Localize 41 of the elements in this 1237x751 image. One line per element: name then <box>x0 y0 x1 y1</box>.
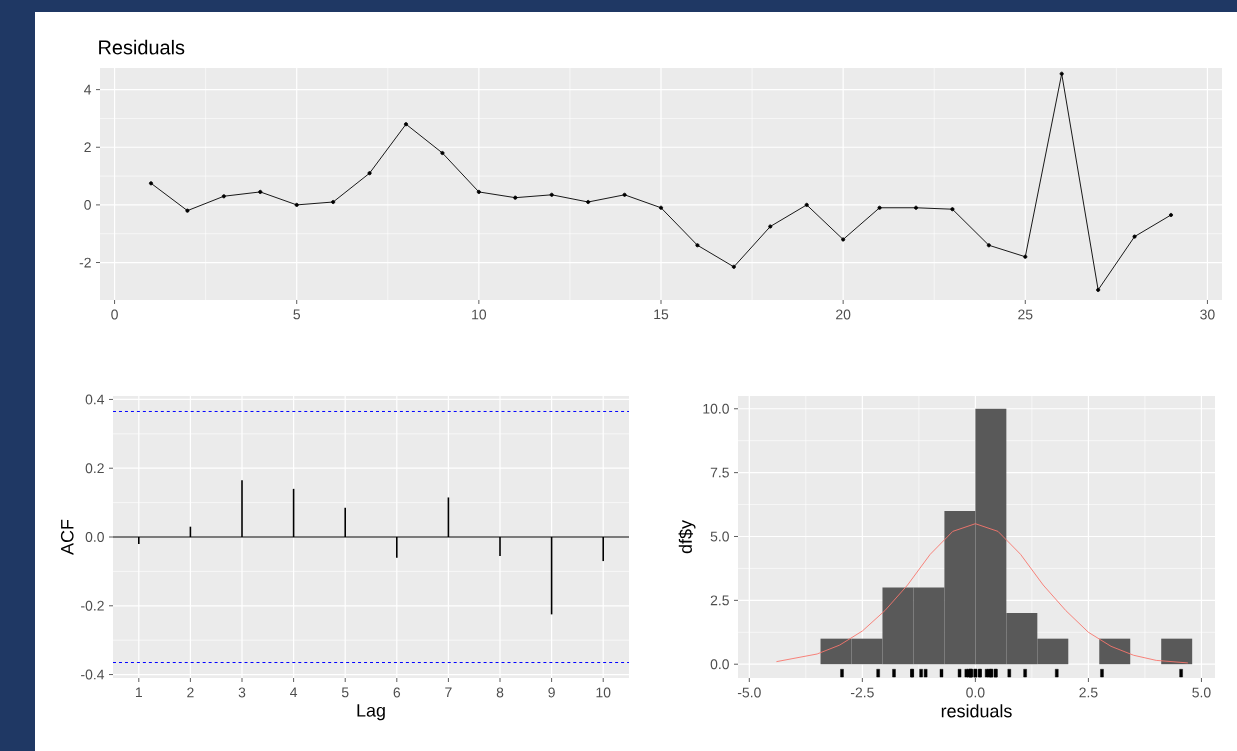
y-tick-label: 0.0 <box>710 659 729 670</box>
y-tick-label: -2 <box>79 257 91 268</box>
x-tick-label: 10 <box>472 309 487 320</box>
x-tick-label: -5.0 <box>737 687 761 698</box>
y-tick-label: 0.0 <box>85 532 104 542</box>
y-tick-label: 2 <box>84 142 91 153</box>
x-tick-label: 2.5 <box>1079 687 1098 698</box>
y-tick-label: 2.5 <box>710 595 729 606</box>
x-tick-label: 0 <box>111 309 118 320</box>
y-tick-label: 7.5 <box>710 467 729 478</box>
x-tick-label: 5.0 <box>1192 687 1211 698</box>
x-tick-label: 25 <box>1018 309 1033 320</box>
x-tick-label: 5 <box>341 687 349 698</box>
x-tick-label: 9 <box>548 687 555 698</box>
x-tick-label: 6 <box>393 687 401 698</box>
chart-title: Residuals <box>99 39 185 55</box>
y-tick-label: 5.0 <box>710 531 729 542</box>
x-tick-label: 5 <box>293 309 301 320</box>
x-tick-label: 20 <box>836 309 851 320</box>
x-axis-title: Lag <box>357 704 385 721</box>
y-tick-label: 0 <box>84 199 91 210</box>
x-tick-label: 2 <box>187 687 194 698</box>
x-tick-label: -2.5 <box>850 687 874 698</box>
y-tick-label: -0.4 <box>81 669 105 680</box>
x-tick-label: 30 <box>1200 309 1215 320</box>
x-tick-label: 1 <box>135 687 142 698</box>
x-axis-title: residuals <box>941 704 1012 718</box>
x-tick-label: 15 <box>654 309 669 320</box>
y-tick-label: 0.2 <box>85 463 104 474</box>
x-tick-label: 10 <box>596 687 611 698</box>
x-tick-label: 0.0 <box>966 687 985 698</box>
x-tick-label: 8 <box>496 687 504 698</box>
x-tick-label: 7 <box>445 687 452 698</box>
y-tick-label: -0.2 <box>81 600 104 611</box>
y-axis-title: ACF <box>60 519 74 555</box>
y-tick-label: 10.0 <box>703 403 729 414</box>
y-axis-title: df$y <box>678 520 696 554</box>
x-tick-label: 3 <box>238 687 246 698</box>
y-tick-label: 4 <box>84 84 92 95</box>
y-tick-label: 0.4 <box>85 394 105 405</box>
x-tick-label: 4 <box>290 687 298 698</box>
